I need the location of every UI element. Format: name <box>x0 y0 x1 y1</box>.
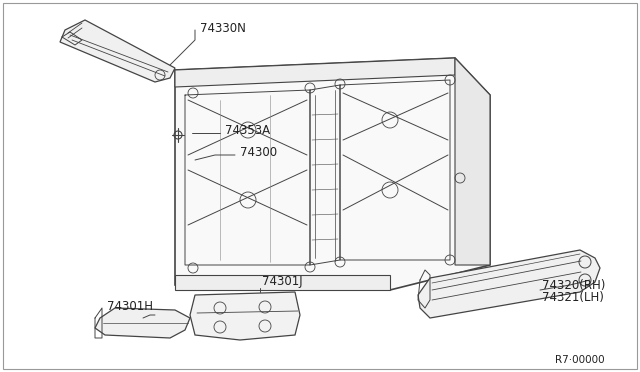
Text: R7·00000: R7·00000 <box>555 355 605 365</box>
Text: 74301H: 74301H <box>107 301 153 314</box>
Text: 74353A: 74353A <box>225 125 270 138</box>
Text: 74301J: 74301J <box>262 276 303 289</box>
Text: 74321(LH): 74321(LH) <box>542 292 604 305</box>
Text: 74320(RH): 74320(RH) <box>542 279 605 292</box>
Polygon shape <box>455 58 490 265</box>
Text: 74330N: 74330N <box>200 22 246 35</box>
Text: 74300: 74300 <box>240 147 277 160</box>
Polygon shape <box>175 275 390 290</box>
Polygon shape <box>175 58 490 290</box>
Polygon shape <box>418 250 600 318</box>
Polygon shape <box>175 58 455 87</box>
Polygon shape <box>95 308 190 338</box>
Polygon shape <box>60 20 175 82</box>
Polygon shape <box>190 292 300 340</box>
